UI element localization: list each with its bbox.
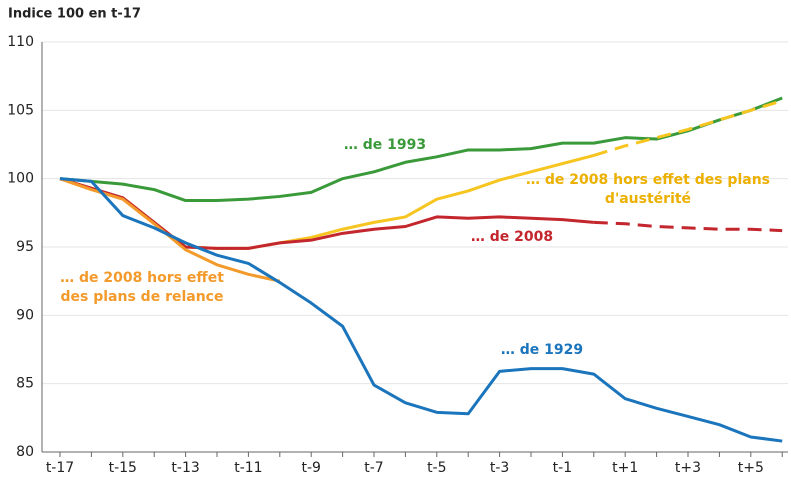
y-tick-label: 110 [7,34,34,50]
series-label: … de 1929 [501,342,583,358]
x-tick-label: t+5 [738,460,764,476]
x-tick-label: t-9 [301,460,320,476]
x-tick-label: t+3 [675,460,701,476]
y-tick-label: 85 [16,376,34,392]
x-tick-label: t-5 [427,460,446,476]
y-tick-label: 100 [7,171,34,187]
series-label: … de 2008 hors effet des plans [526,172,770,188]
x-tick-label: t-11 [234,460,262,476]
x-tick-label: t-13 [171,460,199,476]
y-tick-label: 105 [7,102,34,118]
x-tick-label: t-3 [490,460,509,476]
line-series-projection [593,220,783,233]
x-tick-label: t+1 [612,460,638,476]
series-label: des plans de relance [61,289,224,305]
x-tick-label: t-7 [364,460,383,476]
x-tick-label: t-15 [109,460,137,476]
series-label: … de 2008 hors effet [60,270,224,286]
series-label: … de 1993 [344,137,426,153]
y-tick-label: 90 [16,307,34,323]
y-tick-label: 80 [16,444,34,460]
chart-title: Indice 100 en t-17 [8,7,141,22]
y-tick-label: 95 [16,239,34,255]
series-label: d'austérité [605,191,691,207]
x-tick-label: t-17 [46,460,74,476]
line-series-projection [593,99,783,157]
x-tick-label: t-1 [553,460,572,476]
line-series [59,177,783,443]
series-label: … de 2008 [471,229,553,245]
